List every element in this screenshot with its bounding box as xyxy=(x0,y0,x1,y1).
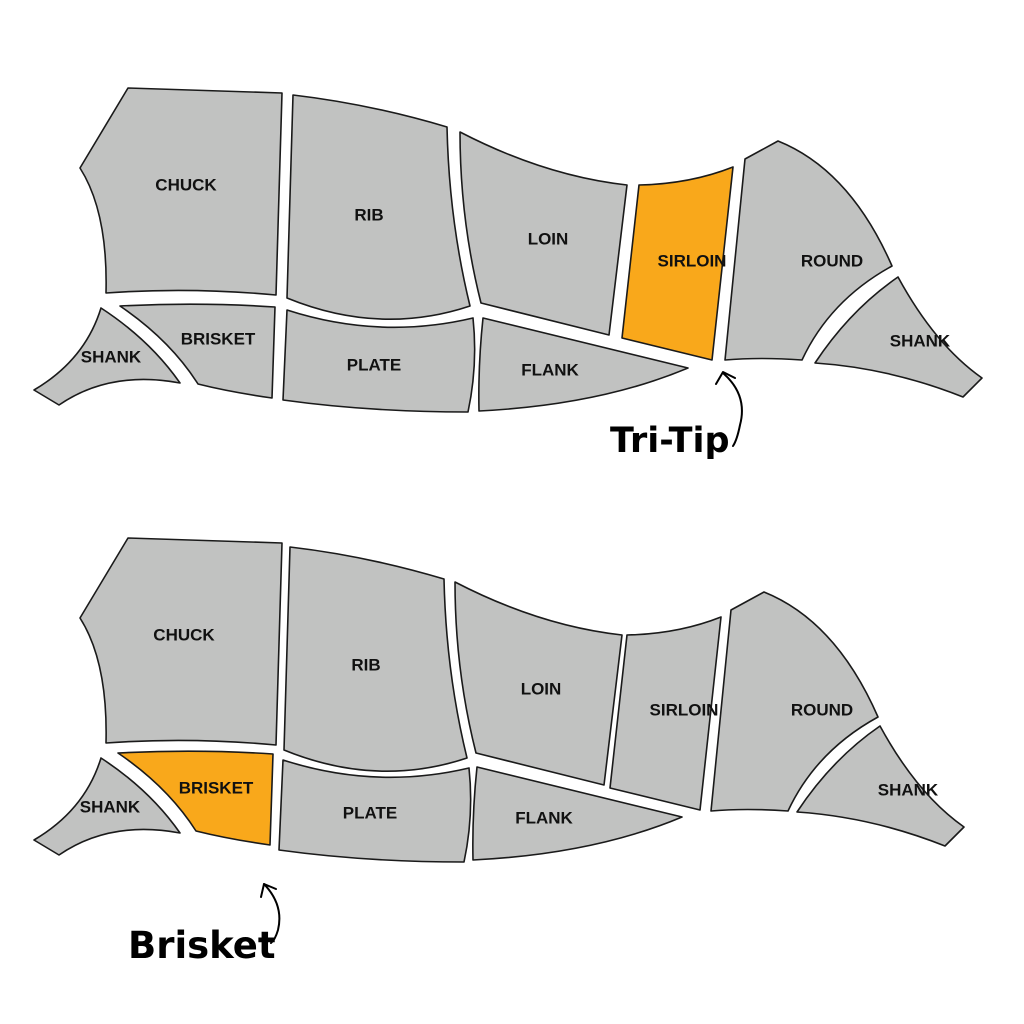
beef-diagram-brisket: CHUCK RIB LOIN SIRLOIN ROUND SHANK SHANK… xyxy=(33,537,965,967)
cut-flank xyxy=(478,317,689,412)
label-shank-hind: SHANK xyxy=(890,331,951,350)
cut-loin xyxy=(459,131,628,336)
label-sirloin: SIRLOIN xyxy=(650,700,719,719)
label-shank-fore: SHANK xyxy=(80,797,141,816)
callout-tri-tip: Tri-Tip xyxy=(610,421,730,461)
label-rib: RIB xyxy=(354,205,383,224)
label-round: ROUND xyxy=(791,700,853,719)
label-round: ROUND xyxy=(801,251,863,270)
label-loin: LOIN xyxy=(528,229,569,248)
label-sirloin: SIRLOIN xyxy=(658,251,727,270)
label-brisket: BRISKET xyxy=(179,778,254,797)
label-plate: PLATE xyxy=(343,803,397,822)
arrow-icon xyxy=(715,371,743,447)
cut-sirloin xyxy=(609,616,722,811)
cut-brisket xyxy=(117,750,274,846)
label-brisket: BRISKET xyxy=(181,329,256,348)
label-flank: FLANK xyxy=(521,360,579,379)
cut-shank-hind xyxy=(814,276,983,398)
cut-shank-fore xyxy=(33,757,181,856)
cut-chuck xyxy=(79,87,283,296)
cut-rib xyxy=(283,546,468,773)
cut-plate xyxy=(278,759,472,863)
cut-rib xyxy=(286,94,471,321)
cut-plate xyxy=(282,309,476,413)
cut-shank-fore xyxy=(33,307,181,406)
label-chuck: CHUCK xyxy=(153,625,215,644)
arrow-icon xyxy=(260,883,281,944)
cut-loin xyxy=(454,581,623,786)
label-chuck: CHUCK xyxy=(155,175,217,194)
cut-chuck xyxy=(79,537,283,746)
cut-flank xyxy=(472,766,683,861)
label-flank: FLANK xyxy=(515,808,573,827)
cut-shank-hind xyxy=(796,725,965,847)
cut-brisket xyxy=(119,303,276,399)
cut-round xyxy=(724,140,893,361)
label-rib: RIB xyxy=(351,655,380,674)
label-plate: PLATE xyxy=(347,355,401,374)
cut-round xyxy=(710,591,879,812)
label-shank-hind: SHANK xyxy=(878,780,939,799)
beef-diagram-tri-tip: CHUCK RIB LOIN SIRLOIN ROUND SHANK SHANK… xyxy=(33,87,983,461)
callout-brisket: Brisket xyxy=(128,924,276,967)
cut-sirloin xyxy=(621,166,734,361)
label-loin: LOIN xyxy=(521,679,562,698)
label-shank-fore: SHANK xyxy=(81,347,142,366)
